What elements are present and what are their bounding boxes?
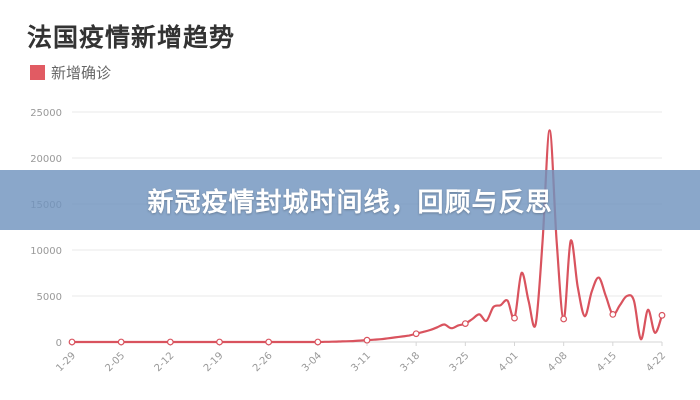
data-point — [216, 338, 223, 346]
legend-label: 新增确诊 — [51, 64, 112, 82]
data-point — [363, 336, 371, 344]
x-tick-label: 2-26 — [251, 350, 275, 374]
data-point — [314, 338, 322, 346]
data-point — [265, 338, 273, 346]
x-tick-label: 4-15 — [595, 350, 619, 374]
x-tick-label: 4-22 — [644, 350, 668, 374]
banner-text: 新冠疫情封城时间线，回顾与反思 — [147, 187, 553, 218]
legend-swatch — [30, 65, 45, 80]
data-point — [511, 314, 518, 322]
chart-title: 法国疫情新增趋势 — [27, 23, 236, 52]
y-tick-label: 20000 — [30, 154, 62, 165]
x-tick-label: 3-18 — [398, 350, 422, 374]
x-tick-label: 4-01 — [497, 350, 521, 374]
x-tick-label: 3-04 — [300, 350, 324, 374]
x-tick-label: 2-05 — [103, 350, 127, 374]
data-point — [609, 311, 617, 318]
y-tick-label: 10000 — [30, 246, 62, 257]
title-banner: 新冠疫情封城时间线，回顾与反思 — [0, 170, 700, 230]
x-tick-label: 2-19 — [202, 350, 226, 374]
data-point — [658, 311, 666, 319]
x-tick-label: 3-25 — [448, 350, 472, 374]
data-point — [166, 338, 174, 346]
data-point — [560, 315, 568, 323]
data-point — [412, 330, 420, 338]
series-line — [71, 129, 664, 344]
x-tick-label: 3-11 — [349, 350, 373, 374]
data-point — [461, 320, 469, 328]
y-tick-label: 25000 — [30, 108, 62, 119]
x-tick-label: 1-29 — [54, 350, 78, 374]
data-point — [68, 338, 76, 346]
y-tick-label: 0 — [56, 338, 62, 349]
data-point — [117, 338, 125, 346]
x-tick-label: 4-08 — [546, 350, 570, 374]
legend: 新增确诊 — [30, 62, 111, 83]
x-tick-label: 2-12 — [153, 350, 177, 374]
y-tick-label: 5000 — [37, 292, 62, 303]
